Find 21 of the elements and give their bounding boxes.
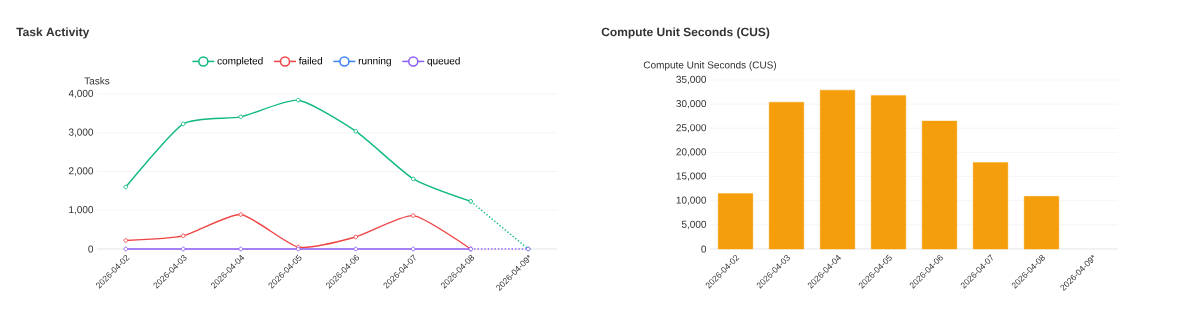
chart-title: Task Activity xyxy=(16,27,90,39)
y-axis-title: Tasks xyxy=(84,77,110,85)
legend-label: failed xyxy=(298,57,323,65)
chart-title: Compute Unit Seconds (CUS) xyxy=(601,27,770,39)
y-tick-label: 15,000 xyxy=(676,172,707,181)
y-tick-label: 10,000 xyxy=(676,196,707,205)
y-tick-label: 20,000 xyxy=(676,148,707,157)
legend-label: queued xyxy=(427,57,460,67)
y-tick-label: 2,000 xyxy=(68,167,94,176)
y-tick-label: 1,000 xyxy=(69,206,94,215)
y-tick-label: 0 xyxy=(701,245,707,253)
legend-label: completed xyxy=(217,57,263,67)
legend-label: running xyxy=(358,57,391,67)
y-axis-title: Compute Unit Seconds (CUS) xyxy=(643,61,777,71)
y-tick-label: 5,000 xyxy=(681,220,707,229)
y-tick-label: 25,000 xyxy=(676,124,707,133)
y-tick-label: 3,000 xyxy=(68,128,94,137)
y-tick-label: 30,000 xyxy=(676,100,707,109)
y-tick-label: 0 xyxy=(88,245,94,253)
y-tick-label: 35,000 xyxy=(676,75,707,85)
y-tick-label: 4,000 xyxy=(68,89,94,99)
